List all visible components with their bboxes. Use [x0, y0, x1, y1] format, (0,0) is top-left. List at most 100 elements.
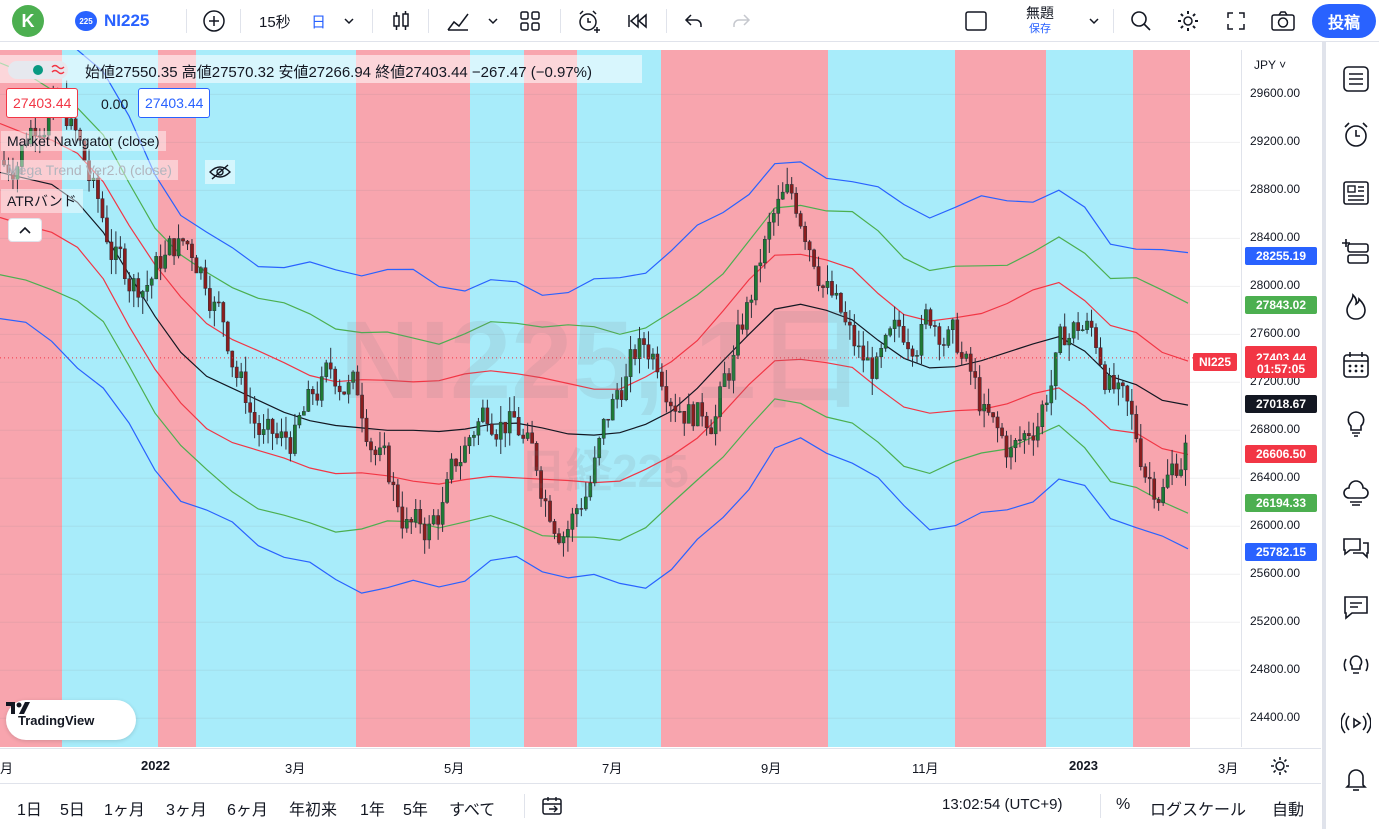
- candle-body: [463, 445, 467, 463]
- indicator-atr-band[interactable]: ATRバンド: [1, 189, 83, 213]
- candle-body: [561, 536, 566, 544]
- candles-icon[interactable]: [386, 0, 416, 42]
- idea-stream-icon[interactable]: [1339, 648, 1373, 682]
- axis-settings-icon[interactable]: [1268, 755, 1292, 782]
- layout-title: 無題: [1026, 5, 1054, 21]
- fullscreen-window-icon[interactable]: [961, 0, 991, 42]
- time-axis[interactable]: 月 2022 3月 5月 7月 9月 11月 2023 3月: [0, 748, 1321, 782]
- post-button[interactable]: 投稿: [1312, 4, 1376, 38]
- log-scale-toggle[interactable]: ログスケール: [1150, 802, 1247, 819]
- separator: [560, 9, 561, 33]
- candle-body: [651, 353, 655, 360]
- eye-hidden-icon[interactable]: [205, 160, 235, 184]
- hotlist-fire-icon[interactable]: [1339, 290, 1373, 324]
- candle-body: [498, 421, 503, 440]
- candle-body: [114, 246, 118, 260]
- buy-price-box[interactable]: 27403.44: [138, 88, 211, 118]
- candle-body: [794, 192, 799, 214]
- replay-icon[interactable]: [623, 0, 653, 42]
- period-button[interactable]: 日: [311, 13, 327, 31]
- add-symbol-icon[interactable]: [199, 0, 229, 42]
- percent-toggle[interactable]: %: [1116, 796, 1131, 813]
- time-axis-label: 9月: [761, 761, 782, 776]
- messages-icon[interactable]: [1339, 590, 1373, 624]
- range-5y[interactable]: 5年: [403, 802, 428, 819]
- camera-icon[interactable]: [1268, 0, 1298, 42]
- candle-body: [566, 529, 570, 538]
- range-all[interactable]: すべて: [449, 802, 496, 819]
- price-axis-label: 24400.00: [1250, 710, 1301, 725]
- layout-name-button[interactable]: 無題 保存: [1010, 0, 1070, 42]
- date-range-icon[interactable]: [540, 795, 564, 822]
- candle-body: [190, 243, 194, 258]
- clock-timezone[interactable]: 13:02:54 (UTC+9): [942, 796, 1063, 813]
- time-axis-label: 月: [0, 761, 14, 776]
- candle-body: [1179, 469, 1183, 476]
- streams-play-icon[interactable]: [1339, 706, 1373, 740]
- candle-body: [15, 166, 20, 180]
- ideas-lightbulb-icon[interactable]: [1339, 406, 1373, 440]
- alert-add-icon[interactable]: [574, 0, 604, 42]
- symbol-search-button[interactable]: NI225: [104, 11, 150, 30]
- regime-band-red: [0, 50, 62, 747]
- candle-body: [606, 418, 611, 421]
- candle-body: [467, 437, 472, 447]
- interval-dropdown-icon[interactable]: [342, 0, 356, 42]
- candle-body: [754, 265, 758, 301]
- spread-value: 0.00: [101, 96, 129, 112]
- range-5d[interactable]: 5日: [60, 802, 85, 819]
- candle-body: [552, 521, 557, 534]
- candle-body: [145, 285, 150, 292]
- candle-body: [87, 160, 91, 181]
- candle-body: [413, 509, 418, 523]
- interval-button[interactable]: 15秒: [259, 13, 291, 31]
- indicators-dropdown-icon[interactable]: [486, 0, 500, 42]
- indicator-mega-trend[interactable]: Mega Trend Ver2.0 (close): [1, 160, 178, 180]
- indicators-icon[interactable]: [443, 0, 473, 42]
- watchlist-icon[interactable]: [1339, 62, 1373, 96]
- gear-icon[interactable]: [1173, 0, 1203, 42]
- range-6m[interactable]: 6ヶ月: [227, 802, 268, 819]
- price-chart[interactable]: [0, 50, 1240, 747]
- tradingview-logo[interactable]: TradingView: [6, 700, 136, 740]
- indicator-market-navigator[interactable]: Market Navigator (close): [1, 131, 166, 151]
- search-icon[interactable]: [1126, 0, 1156, 42]
- range-1y[interactable]: 1年: [360, 802, 385, 819]
- range-1d[interactable]: 1日: [17, 802, 42, 819]
- notifications-bell-icon[interactable]: [1339, 762, 1373, 796]
- candle-body: [1143, 466, 1148, 478]
- auto-scale-toggle[interactable]: 自動: [1272, 802, 1305, 819]
- undo-icon[interactable]: [679, 0, 709, 42]
- news-icon[interactable]: [1339, 176, 1373, 210]
- layout-dropdown-icon[interactable]: [1087, 0, 1101, 42]
- candle-body: [825, 281, 830, 288]
- candle-body: [727, 373, 731, 381]
- range-1m[interactable]: 1ヶ月: [104, 802, 145, 819]
- candle-body: [73, 118, 78, 131]
- candle-body: [1031, 435, 1036, 441]
- chats-icon[interactable]: [1339, 532, 1373, 566]
- alarm-clock-icon[interactable]: [1339, 118, 1373, 152]
- candle-body: [982, 404, 986, 412]
- candle-body: [1121, 382, 1125, 387]
- chart-pane[interactable]: NI225, 1日 日経225 TradingView: [0, 50, 1240, 747]
- calendar-icon[interactable]: [1339, 348, 1373, 382]
- candle-body: [557, 533, 561, 544]
- range-3m[interactable]: 3ヶ月: [166, 802, 207, 819]
- candle-body: [342, 391, 346, 395]
- range-ytd[interactable]: 年初来: [289, 802, 338, 819]
- currency-selector[interactable]: JPY ˅: [1254, 58, 1287, 72]
- add-list-icon[interactable]: [1339, 234, 1373, 268]
- fullscreen-icon[interactable]: [1221, 0, 1251, 42]
- symbol-watermark-sub: 日経225: [520, 445, 689, 497]
- layout-grid-icon[interactable]: [515, 0, 545, 42]
- sell-price-box[interactable]: 27403.44: [6, 88, 79, 118]
- candle-body: [1094, 327, 1098, 348]
- candle-body: [284, 431, 288, 438]
- legend-collapse-button[interactable]: [8, 218, 42, 242]
- user-avatar[interactable]: K: [12, 5, 44, 37]
- regime-band-red: [1133, 50, 1190, 747]
- minds-cloud-icon[interactable]: [1339, 476, 1373, 510]
- candle-body: [154, 256, 159, 280]
- price-axis[interactable]: JPY ˅ 29600.00 29200.00 28800.00 28400.00 28…: [1241, 50, 1321, 747]
